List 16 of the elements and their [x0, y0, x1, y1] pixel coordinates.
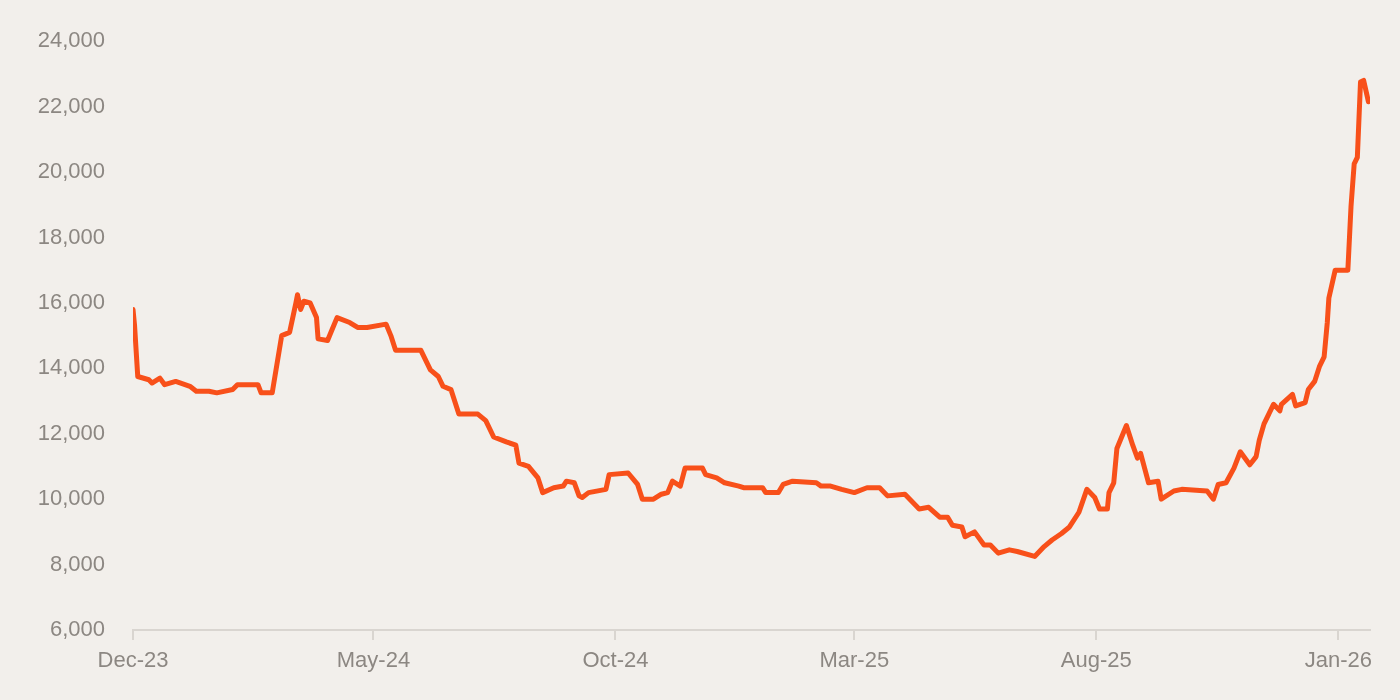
- x-tick-label: Aug-25: [1060, 647, 1132, 673]
- y-tick-label: 12,000: [37, 419, 105, 445]
- x-tick-label: Mar-25: [819, 647, 890, 673]
- x-tick-label: Dec-23: [97, 647, 169, 673]
- y-tick-label: 18,000: [37, 223, 105, 249]
- x-tick-label: Oct-24: [582, 647, 649, 673]
- y-tick-label: 6,000: [49, 616, 105, 642]
- y-tick-label: 8,000: [49, 550, 105, 576]
- y-tick-label: 14,000: [37, 354, 105, 380]
- y-tick-label: 10,000: [37, 485, 105, 511]
- y-tick-label: 22,000: [37, 92, 105, 118]
- x-tick-label: May-24: [336, 647, 411, 673]
- y-tick-label: 24,000: [37, 27, 105, 53]
- y-tick-label: 16,000: [37, 288, 105, 314]
- y-tick-label: 20,000: [37, 158, 105, 184]
- x-tick-label: Jan-26: [1304, 647, 1372, 673]
